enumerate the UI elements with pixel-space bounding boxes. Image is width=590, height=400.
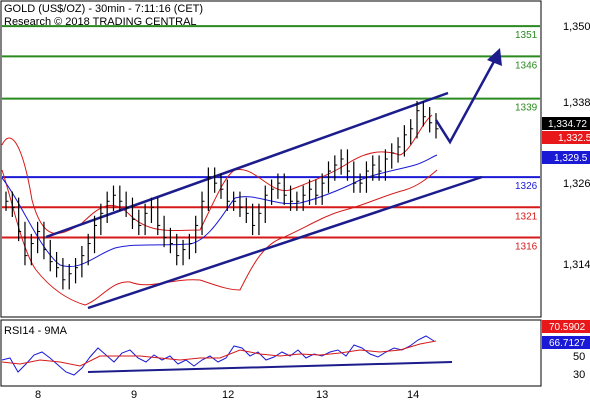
rsi-tick-label: 30 [573,369,585,381]
y-tick-label: 1,350 [563,21,590,33]
blue-ma-text: 1,329.5 [554,153,588,164]
level-label: 1351 [515,30,538,41]
upper-band-line [1,114,433,234]
rsi-value-text: 70.5902 [549,322,586,333]
last-price-tag [542,117,590,130]
level-label: 1326 [515,181,538,192]
chart-subtitle: Research © 2018 TRADING CENTRAL [4,16,197,28]
forecast-arrow-head [487,48,502,66]
y-tick-label: 1,338 [563,97,590,109]
blue-ma-tag [542,151,590,164]
rsi-panel-frame [0,319,542,387]
level-label: 1346 [515,60,538,71]
price-panel-frame [0,0,542,318]
level-label: 1339 [515,103,538,114]
x-tick-label: 14 [407,389,419,400]
x-tick-label: 12 [222,389,234,400]
x-tick-label: 9 [131,389,137,400]
price-tags: 1,334.72 1,332.5 1,329.5 [542,117,590,164]
rsi-trendline [87,361,453,373]
level-label: 1316 [515,242,538,253]
last-price-text: 1,334.72 [548,119,587,130]
rsi-value-tag [542,320,590,333]
red-ma-tag [542,131,590,144]
moving-average-line [1,154,438,267]
rsi-title: RSI14 - 9MA [4,325,68,337]
rsi-tick-label: 50 [573,351,585,363]
y-tick-label: 1,326 [563,178,590,190]
channel-lower-line [87,175,483,310]
y-tick-label: 1,314 [563,259,590,271]
channel-upper-line [45,91,449,239]
price-bars [5,101,439,290]
rsi-line [1,335,435,376]
x-tick-label: 8 [35,389,41,400]
forecast-arrow-line [434,55,499,145]
y-axis: 1,350 1,338 1,326 1,314 [563,21,590,271]
x-tick-label: 13 [316,389,328,400]
x-axis: 8 9 12 13 14 [35,389,419,400]
support-resistance-levels: 1351 1346 1339 1326 1321 1316 [2,25,540,253]
level-label: 1321 [515,211,538,222]
red-ma-text: 1,332.5 [558,133,590,144]
rsi-ma-line [1,340,437,367]
rsi-ma-value-tag [542,336,590,349]
rsi-ma-value-text: 66.7127 [549,338,586,349]
lower-band-line [1,169,438,306]
chart-title: GOLD (US$/OZ) - 30min - 7:11:16 (CET) [4,3,203,15]
